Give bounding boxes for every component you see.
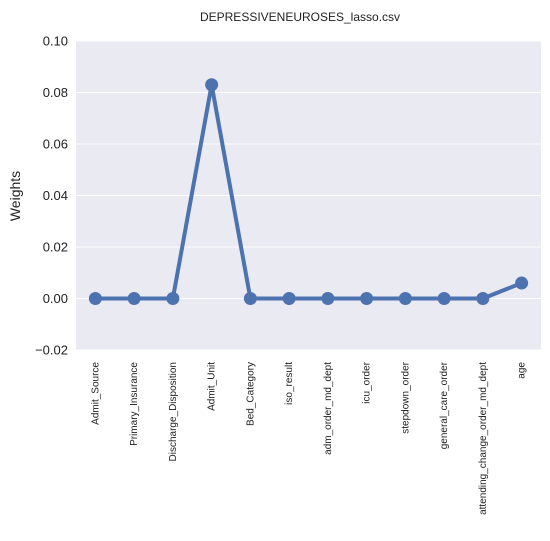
x-tick-label: icu_order	[362, 361, 373, 403]
y-tick-label: 0.08	[43, 85, 68, 100]
data-point	[360, 292, 374, 305]
data-point	[398, 292, 412, 305]
data-point	[88, 292, 102, 305]
chart-title: DEPRESSIVENEUROSES_lasso.csv	[200, 10, 400, 24]
y-tick-label: 0.04	[43, 188, 68, 203]
x-tick-label: attending_change_order_md_dept	[478, 362, 489, 515]
y-tick-label: 0.02	[43, 240, 68, 255]
data-point	[282, 292, 296, 305]
x-tick-label: Bed_Category	[245, 362, 256, 426]
y-axis-label: Weights	[7, 171, 23, 221]
x-tick-label: Primary_Insurance	[129, 362, 140, 446]
data-point	[205, 78, 219, 92]
x-tick-label: age	[517, 362, 528, 379]
y-tick-label: 0.00	[43, 291, 68, 306]
data-point	[243, 292, 257, 305]
x-tick-label: general_care_order	[439, 361, 450, 449]
data-point	[321, 292, 335, 305]
x-tick-label: adm_order_md_dept	[323, 362, 334, 455]
data-point	[476, 292, 490, 305]
y-tick-label: −0.02	[35, 343, 68, 358]
x-tick-label: Discharge_Disposition	[168, 362, 179, 462]
x-tick-label: stepdown_order	[400, 361, 411, 433]
x-tick-label: iso_result	[284, 362, 295, 405]
x-tick-label: Admit_Source	[90, 362, 101, 425]
data-point	[515, 276, 529, 290]
x-tick-label: Admit_Unit	[207, 362, 218, 411]
y-tick-label: 0.06	[43, 137, 68, 152]
data-point	[437, 292, 451, 305]
data-point	[166, 292, 180, 305]
y-tick-label: 0.10	[43, 34, 68, 49]
data-point	[127, 292, 141, 305]
